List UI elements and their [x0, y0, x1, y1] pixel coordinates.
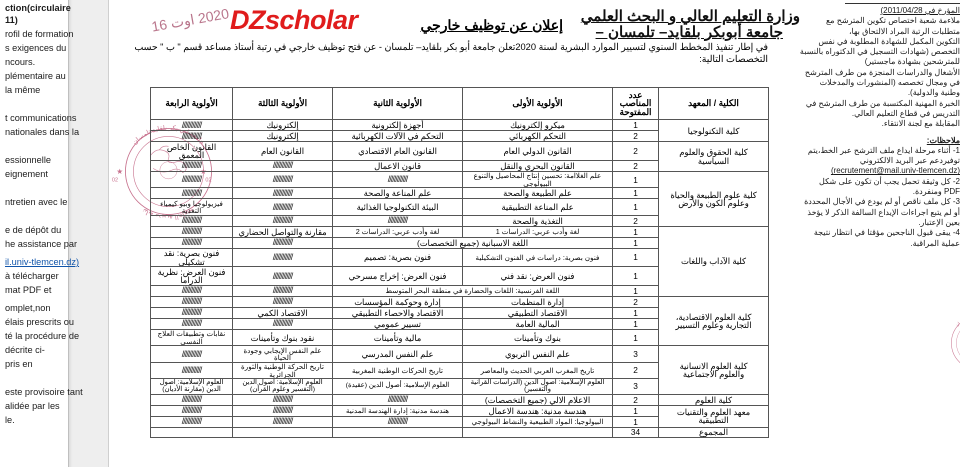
svg-text:02: 02 [112, 177, 118, 183]
svg-text:جامعة ابي بكر بلقايد تلمسان: جامعة ابي بكر بلقايد تلمسان [954, 313, 960, 328]
svg-text:★: ★ [116, 167, 123, 176]
